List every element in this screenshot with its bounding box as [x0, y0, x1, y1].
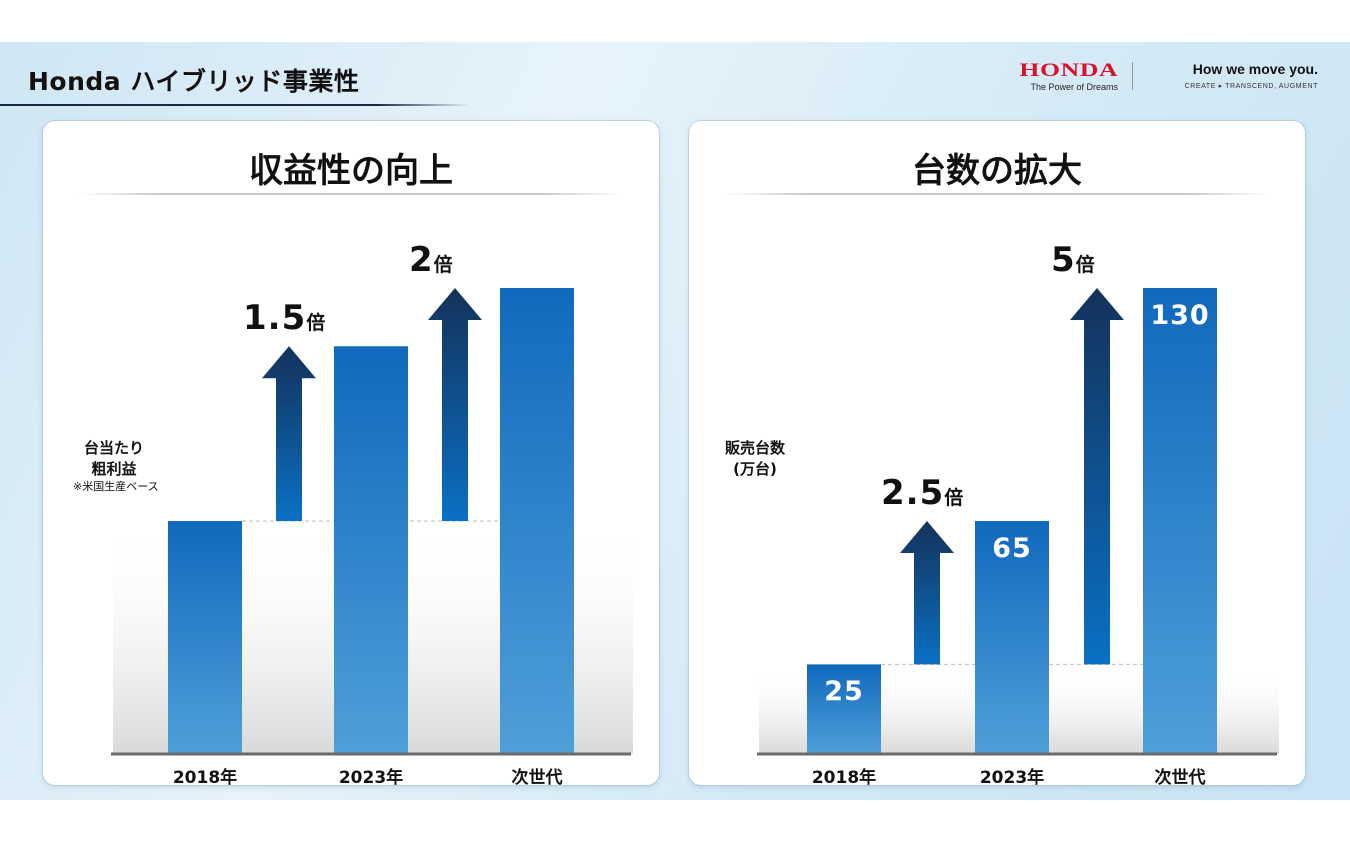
brand-logo-area: HONDA The Power of Dreams How we move yo…	[1019, 60, 1318, 94]
category-label: 次世代(2030年)	[1110, 766, 1250, 785]
multiplier-label: 5倍	[1051, 240, 1095, 280]
category-label-line: 2018年	[811, 768, 877, 785]
volume-chart	[757, 288, 1279, 756]
panel-profitability: 収益性の向上 台当たり 粗利益 ※米国生産ベース 1.5倍 2倍 2018年 2023…	[43, 121, 659, 785]
bar-2	[1143, 288, 1217, 754]
category-label-line: 次世代	[511, 768, 563, 785]
category-label-line: 2023年	[979, 768, 1045, 785]
panel-title-rule	[79, 193, 623, 195]
slide: Honda ハイブリッド事業性 HONDA The Power of Dream…	[0, 42, 1350, 800]
panel-volume: 台数の拡大 販売台数 (万台) 2.5倍 5倍 25 65 130 2018年 2023年次…	[689, 121, 1305, 785]
bar-2	[500, 288, 574, 754]
multiplier-value: 5	[1051, 240, 1076, 280]
category-label-line: 2023年	[338, 768, 404, 785]
bar-1	[975, 521, 1049, 754]
growth-arrow-0	[262, 346, 316, 521]
bar-0	[168, 521, 242, 754]
multiplier-unit: 倍	[306, 312, 326, 335]
y-axis-note: 販売台数 (万台)	[713, 438, 797, 480]
multiplier-label: 2倍	[409, 240, 453, 280]
category-label-line: 次世代	[1154, 768, 1206, 785]
y-axis-note-line: (万台)	[733, 460, 777, 478]
profitability-chart	[111, 288, 633, 756]
panel-title: 収益性の向上	[249, 151, 453, 191]
y-axis-note-line: 粗利益	[91, 460, 137, 478]
multiplier-label: 2.5倍	[881, 473, 963, 513]
category-label: 2023年	[301, 766, 441, 785]
slogan-sub: CREATE ▸ TRANSCEND, AUGMENT	[1184, 83, 1318, 90]
logo-divider	[1132, 62, 1133, 90]
bar-value-label: 25	[824, 676, 864, 708]
growth-arrow-1	[428, 288, 482, 521]
bar-1	[334, 346, 408, 754]
slide-title: Honda ハイブリッド事業性	[28, 67, 360, 96]
y-axis-note: 台当たり 粗利益 ※米国生産ベース	[73, 438, 159, 494]
multiplier-value: 1.5	[243, 298, 307, 339]
honda-logo: HONDA	[1019, 60, 1118, 81]
category-label: 2018年	[774, 766, 914, 785]
growth-arrow-0	[900, 521, 954, 665]
multiplier-unit: 倍	[944, 487, 964, 509]
bar-value-label: 130	[1150, 300, 1210, 331]
multiplier-unit: 倍	[433, 254, 453, 276]
slogan: How we move you.	[1192, 61, 1318, 77]
multiplier-unit: 倍	[1075, 254, 1095, 276]
multiplier-value: 2.5	[881, 473, 945, 513]
y-axis-note-line: 販売台数	[724, 439, 785, 457]
category-label: 次世代(2027年〜)	[467, 766, 607, 785]
panel-title-rule	[725, 193, 1269, 195]
multiplier-value: 2	[409, 240, 434, 280]
bar-value-label: 65	[992, 533, 1032, 564]
y-axis-footnote: ※米国生産ベース	[73, 480, 159, 493]
y-axis-note-line: 台当たり	[83, 439, 144, 457]
honda-tagline: The Power of Dreams	[1030, 82, 1118, 92]
growth-arrow-1	[1070, 288, 1124, 665]
title-underline	[0, 104, 470, 106]
multiplier-label: 1.5倍	[243, 298, 325, 338]
category-label: 2018年	[135, 766, 275, 785]
category-label: 2023年	[942, 766, 1082, 785]
category-label-line: 2018年	[172, 768, 238, 785]
bar-0	[807, 664, 881, 754]
panel-title: 台数の拡大	[912, 151, 1082, 191]
